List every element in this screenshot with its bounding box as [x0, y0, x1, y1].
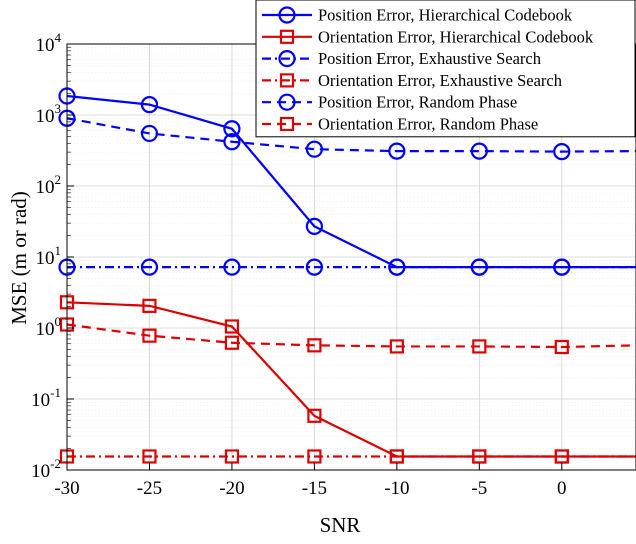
- data-point-square: [307, 449, 322, 464]
- data-point-circle: [470, 142, 488, 160]
- legend-marker-circle: [278, 49, 296, 68]
- data-point-square: [472, 449, 487, 464]
- data-point-square: [142, 449, 157, 464]
- x-tick-label: -15: [302, 478, 327, 499]
- data-point-circle: [388, 142, 406, 160]
- data-point-square: [224, 319, 240, 334]
- x-tick-label: -25: [137, 478, 162, 499]
- legend: Position Error, Hierarchical Codebook Ori…: [255, 0, 636, 138]
- y-tick-label: 103: [36, 101, 62, 127]
- series-line: [66, 117, 636, 153]
- legend-entry: Position Error, Exhaustive Search: [262, 49, 542, 68]
- data-point-square: [224, 335, 240, 350]
- x-tick-label: -30: [54, 478, 79, 499]
- x-tick-label: -20: [219, 478, 244, 499]
- legend-label: Orientation Error, Random Phase: [318, 115, 538, 134]
- x-tick-label: -10: [384, 478, 409, 499]
- data-point-square: [142, 298, 157, 313]
- legend-entry: Position Error, Random Phase: [262, 93, 517, 112]
- legend-entry: Orientation Error, Hierarchical Codebook: [262, 27, 594, 46]
- data-point-circle: [388, 258, 406, 276]
- data-point-circle: [223, 133, 241, 151]
- axis-ticks: [66, 43, 563, 471]
- x-axis-label: SNR: [320, 513, 361, 537]
- data-point-circle: [470, 258, 488, 276]
- legend-entry: Orientation Error, Random Phase: [262, 115, 538, 134]
- legend-entry: Orientation Error, Exhaustive Search: [262, 71, 563, 90]
- legend-label: Orientation Error, Hierarchical Codebook: [318, 27, 594, 46]
- series-line: [66, 323, 636, 349]
- y-axis-label: MSE (m or rad): [7, 191, 31, 325]
- legend-marker-square: [279, 116, 295, 132]
- y-tick-label: 10-1: [31, 385, 61, 411]
- legend-marker-circle: [278, 93, 296, 111]
- tick-labels: 10-2 10-1 100 101 102 103 104 -30 -25 -20 -15 -10 -5…: [31, 30, 566, 499]
- legend-marker-circle: [278, 6, 296, 24]
- data-point-circle: [305, 217, 323, 235]
- series-2: [59, 295, 636, 464]
- legend-label: Position Error, Hierarchical Codebook: [318, 6, 573, 25]
- data-point-square: [554, 339, 569, 355]
- data-point-circle: [223, 120, 241, 138]
- data-point-circle: [140, 124, 159, 143]
- y-tick-label: 101: [36, 243, 62, 269]
- legend-box: [255, 0, 636, 138]
- legend-label: Position Error, Exhaustive Search: [318, 49, 542, 68]
- data-point-circle: [305, 258, 323, 276]
- x-tick-label: 0: [557, 478, 567, 499]
- data-point-circle: [553, 258, 571, 276]
- data-point-circle: [140, 96, 159, 114]
- series-3: [58, 258, 636, 276]
- y-tick-label: 102: [36, 172, 62, 198]
- series-layer: [58, 87, 636, 464]
- data-point-square: [307, 338, 322, 353]
- legend-marker-square: [279, 29, 295, 44]
- legend-entry: Position Error, Hierarchical Codebook: [262, 6, 573, 25]
- data-point-square: [224, 449, 240, 464]
- series-line: [66, 301, 636, 458]
- legend-marker-square: [279, 73, 295, 88]
- legend-label: Position Error, Random Phase: [318, 93, 517, 112]
- y-tick-label: 100: [36, 314, 62, 340]
- series-6: [59, 317, 636, 355]
- series-5: [58, 109, 636, 161]
- data-point-circle: [223, 258, 241, 276]
- data-point-circle: [305, 140, 323, 158]
- data-point-square: [142, 328, 157, 343]
- y-tick-label: 10-2: [31, 456, 61, 482]
- legend-label: Orientation Error, Exhaustive Search: [318, 71, 563, 90]
- data-point-square: [389, 449, 404, 464]
- data-point-square: [554, 449, 569, 464]
- data-point-circle: [553, 143, 571, 161]
- y-tick-label: 104: [36, 30, 62, 56]
- data-point-square: [307, 408, 322, 423]
- data-point-square: [472, 339, 487, 354]
- series-4: [59, 449, 636, 464]
- x-tick-label: -5: [471, 478, 487, 499]
- data-point-circle: [140, 258, 159, 276]
- data-point-square: [389, 339, 404, 354]
